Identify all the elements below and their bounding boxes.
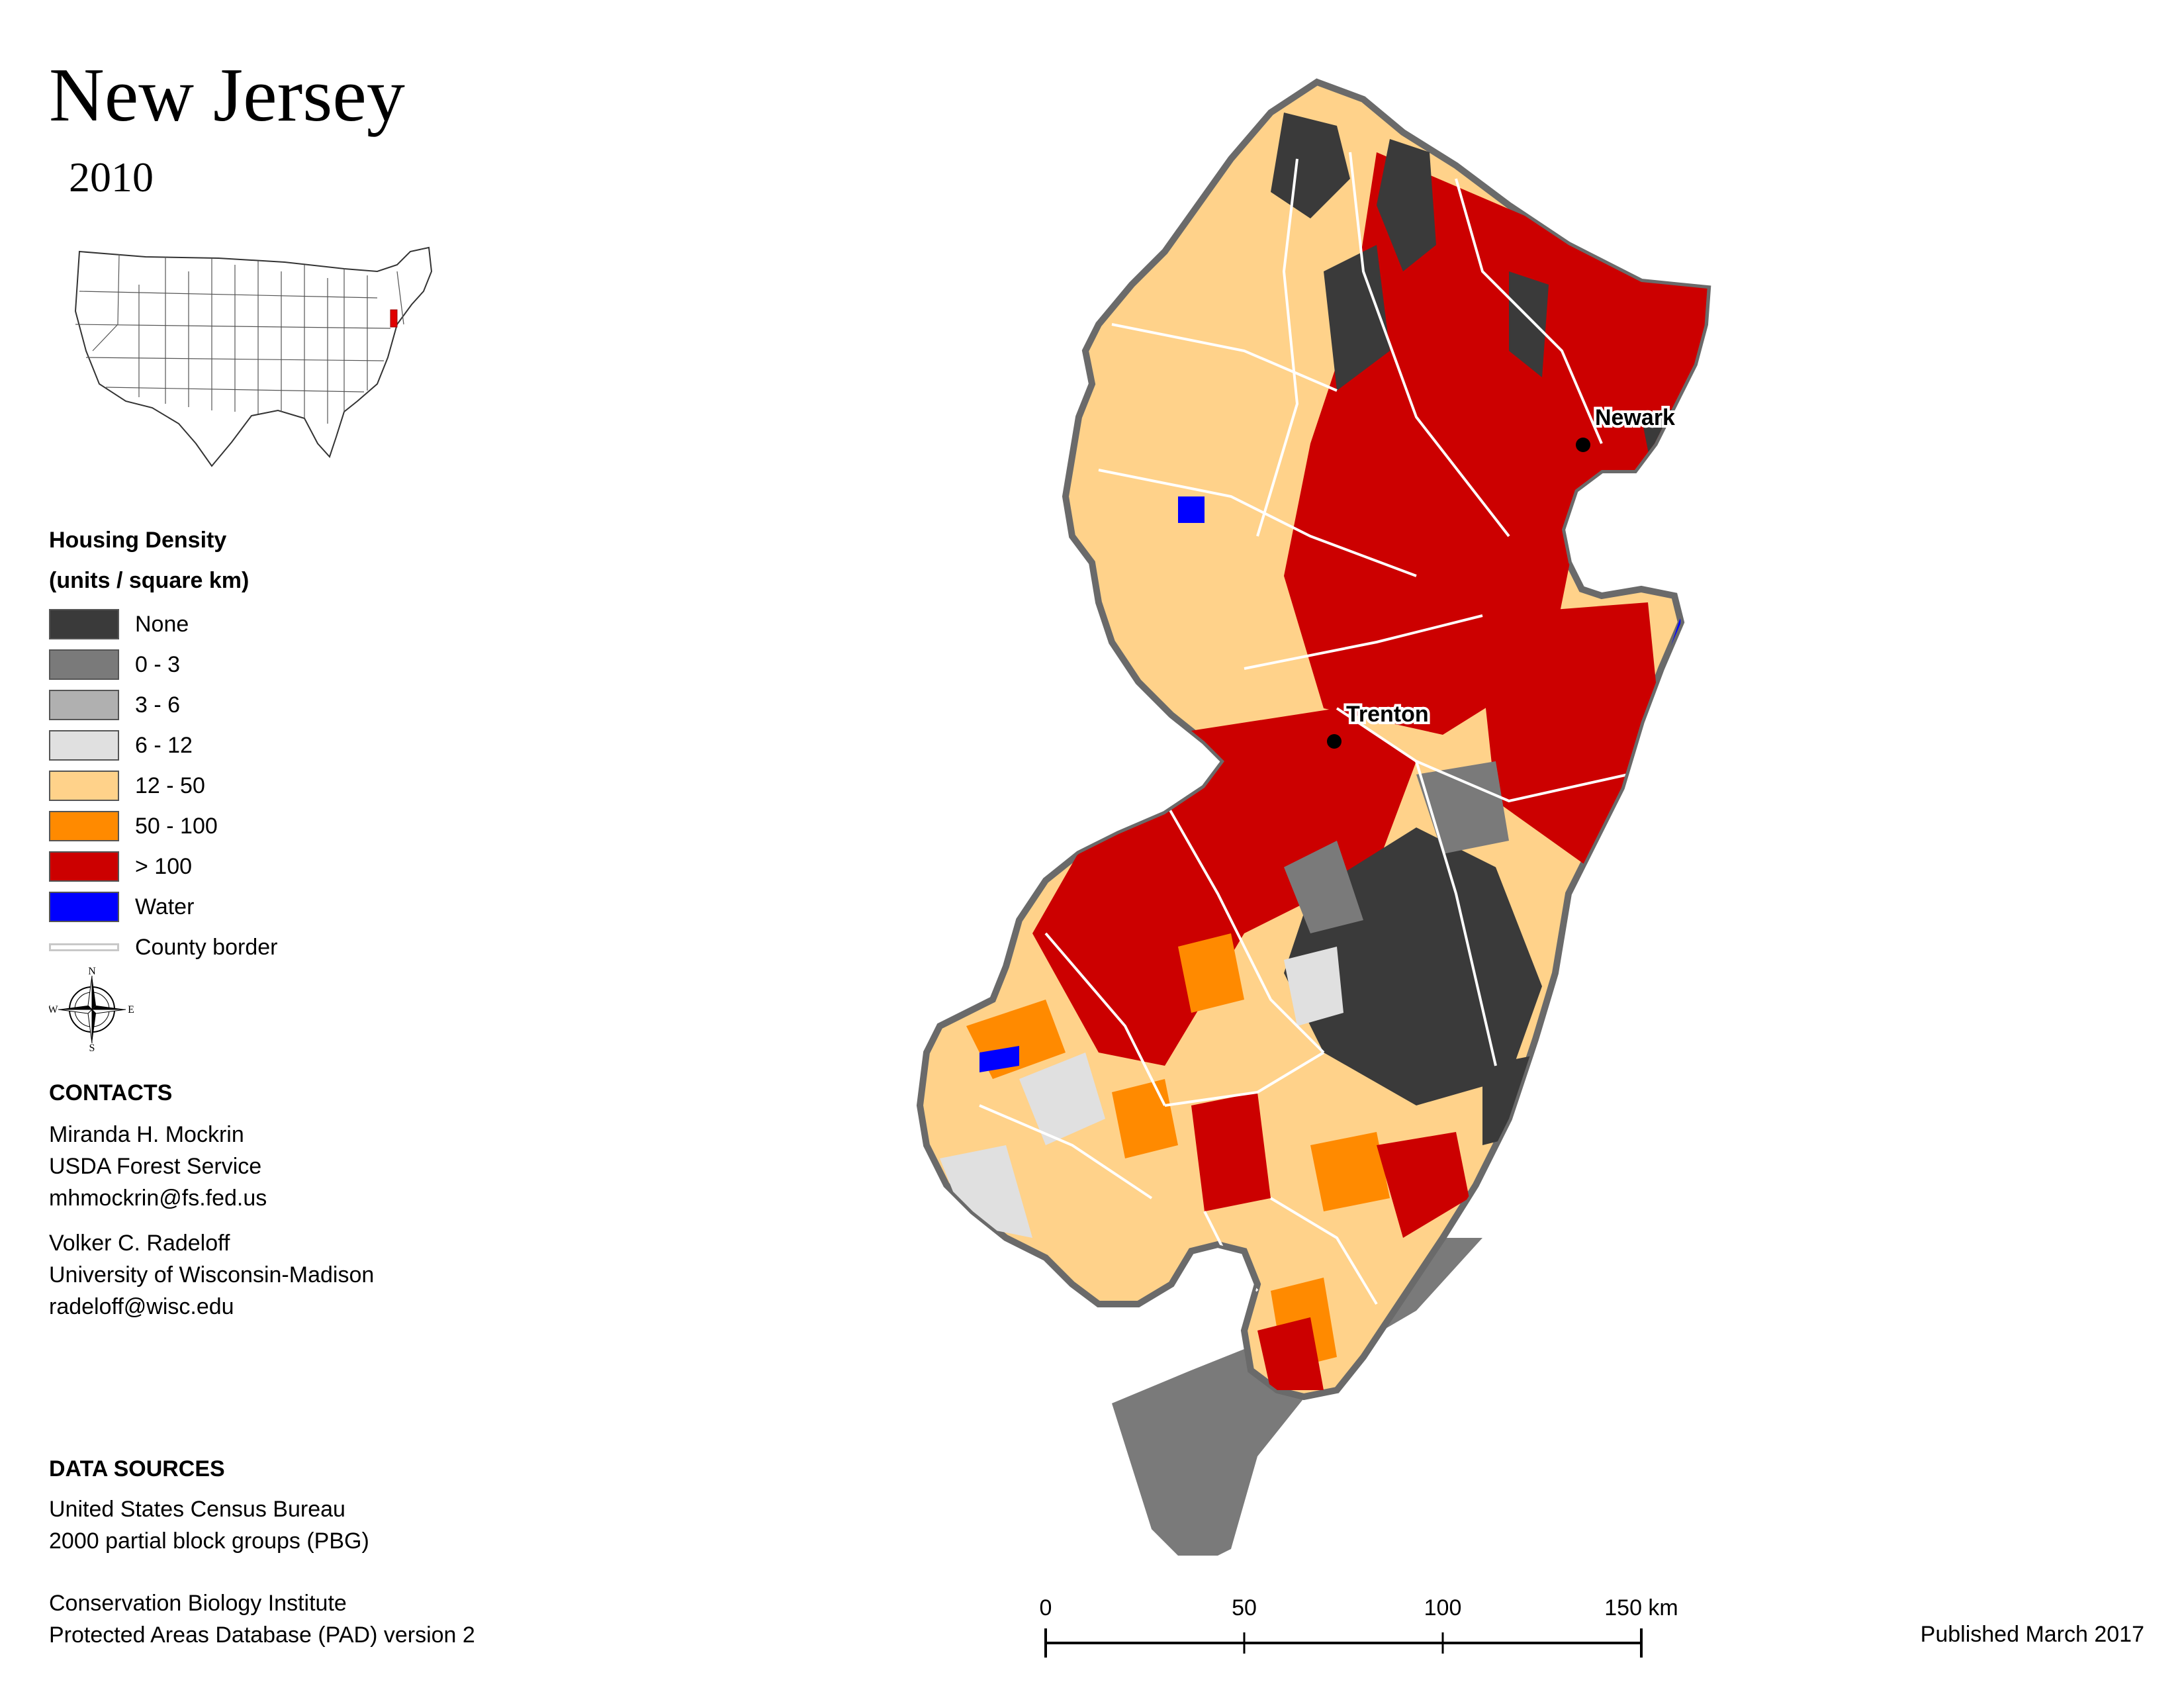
- legend-swatch: [49, 811, 119, 841]
- data-source: Conservation Biology Institute Protected…: [49, 1587, 475, 1651]
- us-locator-inset-map: [74, 246, 433, 467]
- city-marker-trenton[interactable]: Trenton: [1327, 699, 1432, 749]
- legend-swatch: [49, 851, 119, 882]
- contact-email[interactable]: radeloff@wisc.edu: [49, 1294, 234, 1319]
- legend-item: 6 - 12: [49, 730, 193, 761]
- map-title: New Jersey: [49, 53, 405, 138]
- compass-rose-icon: N S E W: [49, 966, 134, 1053]
- scale-tick-label: 100: [1424, 1595, 1462, 1620]
- legend-swatch: [49, 771, 119, 801]
- contact-person: Volker C. Radeloff University of Wiscons…: [49, 1227, 374, 1323]
- legend-item: > 100: [49, 851, 192, 882]
- compass-n: N: [88, 966, 96, 977]
- scale-tick-label: 50: [1232, 1595, 1257, 1620]
- legend-label: > 100: [135, 853, 193, 879]
- legend-label: None: [135, 611, 189, 637]
- new-jersey-housing-density-map: Newark Trenton: [916, 78, 1711, 1556]
- compass-e: E: [128, 1004, 134, 1015]
- legend-label: 0 - 3: [135, 651, 181, 677]
- county-borders: [979, 152, 1629, 1305]
- legend-swatch: [49, 892, 119, 922]
- contact-person: Miranda H. Mockrin USDA Forest Service m…: [49, 1119, 267, 1214]
- data-source-line: United States Census Bureau: [49, 1497, 345, 1522]
- contact-org: University of Wisconsin-Madison: [49, 1262, 375, 1288]
- legend-swatch: [49, 649, 119, 680]
- scale-bar: 0 50 100 150 km: [1040, 1595, 1678, 1658]
- legend-label: 6 - 12: [135, 732, 193, 758]
- legend-label: Water: [135, 894, 195, 919]
- legend-label: 3 - 6: [135, 692, 181, 718]
- data-source: United States Census Bureau 2000 partial…: [49, 1493, 369, 1557]
- us-outline: [74, 246, 433, 467]
- data-source-line: Protected Areas Database (PAD) version 2: [49, 1622, 475, 1648]
- data-source-line: Conservation Biology Institute: [49, 1591, 347, 1616]
- legend-item: Water: [49, 892, 194, 922]
- compass-w: W: [49, 1004, 58, 1015]
- legend-item: 12 - 50: [49, 771, 205, 801]
- legend-item: None: [49, 609, 189, 639]
- legend-item: 50 - 100: [49, 811, 218, 841]
- legend-label: County border: [135, 934, 278, 960]
- legend-title-line1: Housing Density: [49, 528, 227, 553]
- legend-label: 50 - 100: [135, 813, 218, 839]
- compass-s: S: [89, 1043, 95, 1053]
- legend-swatch: [49, 609, 119, 639]
- data-source-line: 2000 partial block groups (PBG): [49, 1528, 369, 1554]
- scale-tick-label: 0: [1040, 1595, 1052, 1620]
- legend-swatch: [49, 730, 119, 761]
- legend-item: 0 - 3: [49, 649, 180, 680]
- new-jersey-highlight: [390, 309, 398, 328]
- contacts-heading: CONTACTS: [49, 1080, 173, 1105]
- contact-org: USDA Forest Service: [49, 1154, 262, 1179]
- city-label: Newark: [1595, 405, 1675, 430]
- published-date: Published March 2017: [1920, 1622, 2144, 1647]
- legend-swatch: [49, 690, 119, 720]
- scale-tick-label: 150 km: [1604, 1595, 1678, 1620]
- county-border-swatch: [49, 943, 119, 951]
- contact-name: Miranda H. Mockrin: [49, 1122, 244, 1147]
- contact-email[interactable]: mhmockrin@fs.fed.us: [49, 1186, 267, 1211]
- city-label: Trenton: [1346, 702, 1429, 727]
- city-marker-newark[interactable]: Newark: [1576, 402, 1678, 452]
- legend-item: 3 - 6: [49, 690, 180, 720]
- legend-title: Housing Density (units / square km): [49, 520, 249, 601]
- data-sources-heading: DATA SOURCES: [49, 1456, 225, 1481]
- contact-name: Volker C. Radeloff: [49, 1231, 230, 1256]
- legend-item-county-border: County border: [49, 932, 277, 962]
- map-year: 2010: [69, 154, 154, 201]
- legend-label: 12 - 50: [135, 773, 205, 798]
- legend-title-line2: (units / square km): [49, 568, 250, 594]
- state-borders: [75, 254, 404, 424]
